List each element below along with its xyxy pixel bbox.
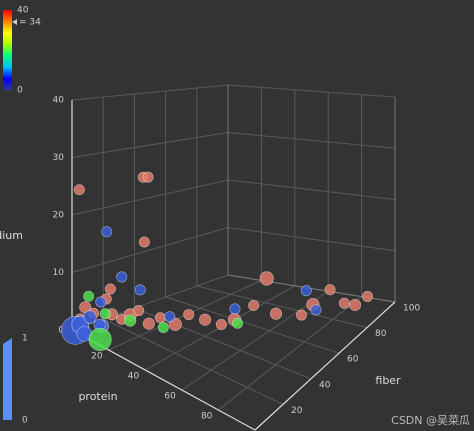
point bbox=[104, 283, 116, 295]
grid-line bbox=[165, 296, 340, 354]
point bbox=[101, 226, 113, 238]
point bbox=[349, 298, 362, 312]
point bbox=[157, 321, 169, 333]
grid-line bbox=[227, 132, 396, 149]
grid-line bbox=[218, 296, 362, 411]
point bbox=[215, 318, 227, 330]
y-tick-label: 80 bbox=[375, 329, 387, 339]
point bbox=[324, 284, 336, 296]
point bbox=[83, 290, 95, 302]
grid-line bbox=[71, 179, 229, 216]
x-axis-name: protein bbox=[78, 390, 117, 403]
x-tick-label: 40 bbox=[128, 372, 140, 382]
color-map-max: 40 bbox=[17, 6, 29, 16]
grid-line bbox=[227, 179, 396, 200]
y-tick-label: 20 bbox=[291, 406, 303, 416]
point bbox=[73, 184, 85, 196]
grid-line bbox=[227, 84, 396, 98]
point bbox=[116, 271, 128, 283]
grid-line bbox=[102, 318, 284, 405]
point bbox=[338, 297, 350, 309]
point bbox=[83, 310, 97, 324]
y-tick-label: 40 bbox=[319, 380, 331, 390]
point bbox=[310, 304, 322, 316]
point bbox=[248, 299, 260, 311]
grid-line bbox=[227, 227, 396, 252]
y-axis bbox=[254, 301, 396, 431]
color-map-handle-label: = 34 bbox=[19, 18, 41, 28]
y-tick-label: 100 bbox=[403, 304, 420, 314]
point bbox=[295, 309, 307, 321]
color-bar bbox=[3, 10, 12, 90]
point bbox=[88, 327, 112, 351]
point bbox=[198, 313, 212, 326]
point bbox=[154, 312, 166, 324]
color-map-handle bbox=[12, 19, 17, 25]
color-map-min: 0 bbox=[17, 86, 23, 96]
x-tick-label: 20 bbox=[91, 352, 103, 362]
size-map-max: 1 bbox=[22, 334, 28, 344]
point bbox=[124, 314, 137, 327]
grid-line bbox=[71, 132, 229, 158]
point bbox=[259, 271, 274, 286]
point bbox=[362, 290, 374, 302]
z-axis-name: sodium bbox=[0, 229, 23, 242]
y-axis-name: fiber bbox=[375, 374, 401, 387]
point bbox=[133, 305, 145, 317]
watermark: CSDN @吴菜瓜 bbox=[391, 414, 470, 427]
point bbox=[134, 284, 146, 296]
size-bar bbox=[3, 338, 12, 420]
size-map-min: 0 bbox=[22, 416, 28, 426]
x-tick-label: 60 bbox=[164, 392, 176, 402]
z-tick-label: 10 bbox=[53, 268, 65, 278]
z-tick-label: 30 bbox=[53, 153, 65, 163]
grid-line bbox=[71, 84, 229, 101]
point bbox=[142, 317, 155, 330]
x-tick-label: 80 bbox=[201, 412, 213, 422]
point bbox=[164, 311, 176, 323]
point bbox=[269, 307, 283, 320]
point bbox=[142, 171, 154, 183]
point bbox=[99, 308, 111, 320]
grid-line bbox=[181, 290, 329, 391]
point bbox=[95, 296, 107, 308]
grid-line bbox=[196, 285, 368, 329]
z-tick-label: 20 bbox=[53, 211, 65, 221]
y-tick-label: 60 bbox=[347, 355, 359, 365]
point bbox=[232, 317, 244, 329]
point bbox=[229, 303, 241, 315]
point bbox=[138, 236, 150, 248]
z-tick-label: 40 bbox=[53, 96, 65, 106]
grid-line bbox=[71, 227, 229, 273]
point bbox=[300, 285, 312, 297]
point bbox=[183, 309, 195, 321]
